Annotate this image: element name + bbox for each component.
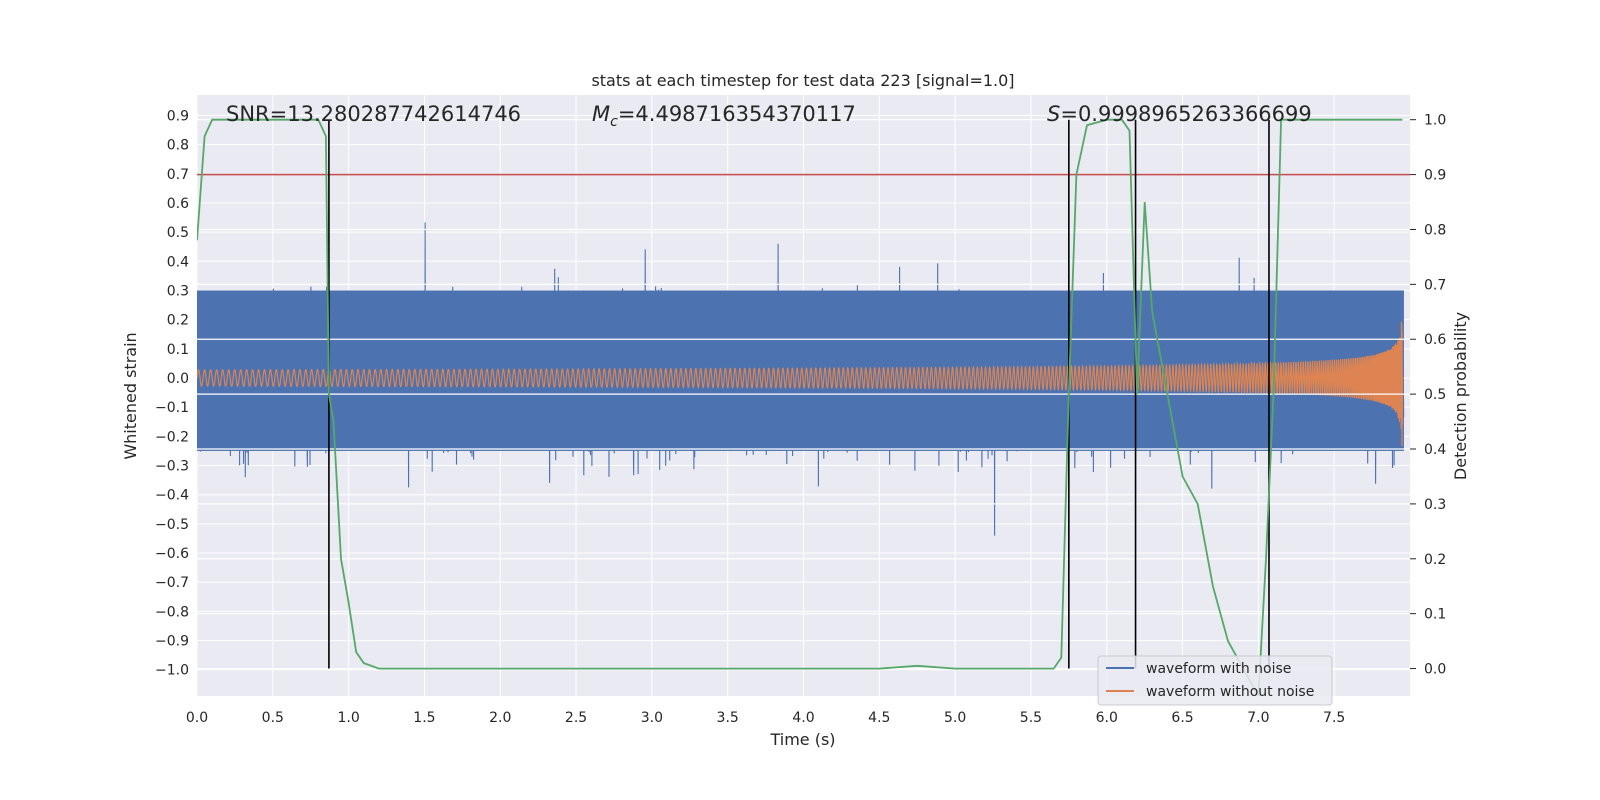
y-tick-label: 0.5 <box>167 225 189 241</box>
x-axis-label: Time (s) <box>769 730 835 749</box>
x-tick-label: 5.5 <box>1020 710 1042 726</box>
chirp-mass-annotation: Mc=4.498716354370117 <box>592 102 856 130</box>
legend: waveform with noise waveform without noi… <box>1097 655 1333 706</box>
y-right-tick-label: 0.5 <box>1424 387 1446 403</box>
x-tick-label: 7.0 <box>1247 710 1269 726</box>
x-tick-label: 5.0 <box>944 710 966 726</box>
y-right-tick-label: 0.3 <box>1424 497 1446 513</box>
y-tick-label: −0.3 <box>155 459 189 475</box>
legend-box <box>1097 655 1333 706</box>
y-right-tick-label: 0.2 <box>1424 552 1446 568</box>
legend-label-clean: waveform without noise <box>1146 684 1314 700</box>
y-tick-label: −0.7 <box>155 575 189 591</box>
y-tick-label: −0.4 <box>155 488 189 504</box>
x-tick-label: 0.5 <box>262 710 284 726</box>
y-tick-label: −0.2 <box>155 429 189 445</box>
x-tick-label: 6.0 <box>1096 710 1118 726</box>
y-axis-right-ticks: 1.0 0.9 0.8 0.7 0.6 0.5 0.4 0.3 0.2 0.1 0.0 <box>1410 113 1446 678</box>
y-right-tick-label: 0.0 <box>1424 662 1446 678</box>
series-waveform-without-noise <box>197 321 1404 447</box>
y-tick-label: 0.6 <box>167 196 189 212</box>
y-tick-label: −0.5 <box>155 517 189 533</box>
series-detection-probability <box>197 118 1403 696</box>
y-right-tick-label: 0.1 <box>1424 607 1446 623</box>
snr-annotation: SNR=13.280287742614746 <box>226 102 521 126</box>
legend-label-noise: waveform with noise <box>1146 661 1291 677</box>
y-tick-label: 0.4 <box>167 254 189 270</box>
x-tick-label: 4.5 <box>868 710 890 726</box>
x-tick-label: 0.0 <box>186 710 208 726</box>
chirp-mass-symbol: M <box>592 102 610 126</box>
chart-title: stats at each timestep for test data 223… <box>591 71 1014 90</box>
x-tick-label: 2.5 <box>565 710 587 726</box>
x-axis-ticks: 0.0 0.5 1.0 1.5 2.0 2.5 3.0 3.5 4.0 4.5 5.0 5.5 6.0 6… <box>186 710 1345 726</box>
y-tick-label: 0.7 <box>167 167 189 183</box>
x-tick-label: 6.5 <box>1171 710 1193 726</box>
x-tick-label: 7.5 <box>1323 710 1345 726</box>
y-right-tick-label: 0.8 <box>1424 222 1446 238</box>
probability-line <box>197 118 1403 696</box>
y-right-tick-label: 0.6 <box>1424 332 1446 348</box>
y-tick-label: −0.9 <box>155 634 189 650</box>
y-tick-label: 0.0 <box>167 371 189 387</box>
y-tick-label: 0.8 <box>167 138 189 154</box>
x-tick-label: 1.0 <box>337 710 359 726</box>
y-tick-label: −0.6 <box>155 546 189 562</box>
x-tick-label: 3.5 <box>717 710 739 726</box>
s-annotation: S=0.9998965263366699 <box>1047 102 1312 126</box>
y-tick-label: −0.1 <box>155 400 189 416</box>
y-right-tick-label: 0.7 <box>1424 277 1446 293</box>
y-tick-label: 0.1 <box>167 342 189 358</box>
x-tick-label: 1.5 <box>413 710 435 726</box>
clean-waveform-line <box>197 321 1404 447</box>
y-right-tick-label: 0.9 <box>1424 168 1446 184</box>
x-tick-label: 3.0 <box>641 710 663 726</box>
y-tick-label: 0.9 <box>167 108 189 124</box>
y-axis-right-label: Detection probability <box>1451 312 1470 480</box>
chirp-mass-value: =4.498716354370117 <box>618 102 856 126</box>
y-right-tick-label: 1.0 <box>1424 113 1446 129</box>
y-tick-label: 0.2 <box>167 313 189 329</box>
s-value: =0.9998965263366699 <box>1060 102 1311 126</box>
x-tick-label: 2.0 <box>489 710 511 726</box>
s-symbol: S <box>1047 102 1060 126</box>
y-tick-label: −0.8 <box>155 604 189 620</box>
chirp-mass-subscript: c <box>610 114 618 130</box>
y-tick-label: −1.0 <box>155 663 189 679</box>
y-axis-ticks: 0.9 0.8 0.7 0.6 0.5 0.4 0.3 0.2 0.1 0.0 −0.1 −0.2 −0… <box>155 108 189 678</box>
x-tick-label: 4.0 <box>792 710 814 726</box>
y-right-tick-label: 0.4 <box>1424 442 1446 458</box>
y-axis-label: Whitened strain <box>121 332 140 459</box>
y-tick-label: 0.3 <box>167 283 189 299</box>
